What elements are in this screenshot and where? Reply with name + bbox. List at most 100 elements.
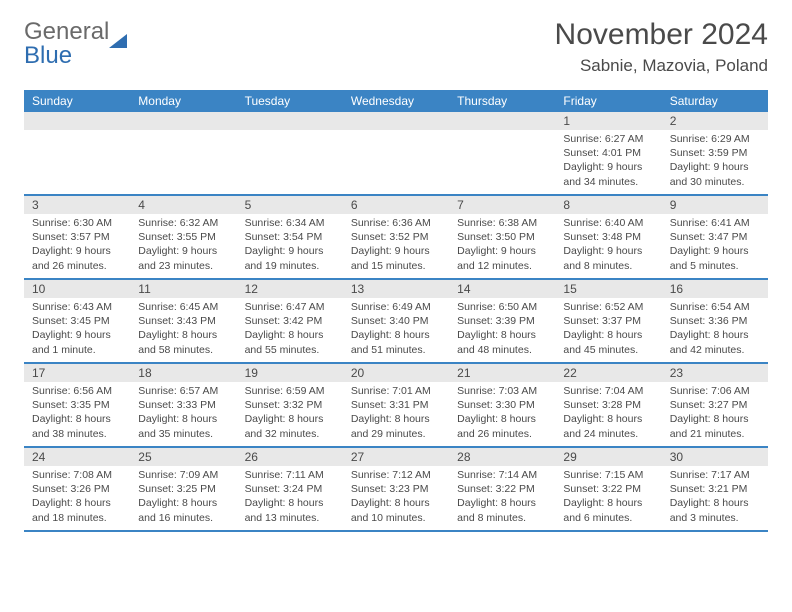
- daylight-line: Daylight: 9 hours and 8 minutes.: [563, 244, 653, 272]
- day-details: Sunrise: 6:41 AMSunset: 3:47 PMDaylight:…: [662, 214, 768, 277]
- sunset-line: Sunset: 3:37 PM: [563, 314, 653, 328]
- sunset-line: Sunset: 3:45 PM: [32, 314, 122, 328]
- brand-word-2: Blue: [24, 42, 109, 70]
- daylight-line: Daylight: 8 hours and 26 minutes.: [457, 412, 547, 440]
- sunrise-line: Sunrise: 7:11 AM: [245, 468, 335, 482]
- calendar-day-cell: 30Sunrise: 7:17 AMSunset: 3:21 PMDayligh…: [662, 448, 768, 530]
- day-details: Sunrise: 7:08 AMSunset: 3:26 PMDaylight:…: [24, 466, 130, 529]
- day-details: Sunrise: 6:43 AMSunset: 3:45 PMDaylight:…: [24, 298, 130, 361]
- day-number: 17: [24, 364, 130, 382]
- calendar-week-row: 3Sunrise: 6:30 AMSunset: 3:57 PMDaylight…: [24, 196, 768, 280]
- sunrise-line: Sunrise: 6:27 AM: [563, 132, 653, 146]
- calendar-day-cell: 10Sunrise: 6:43 AMSunset: 3:45 PMDayligh…: [24, 280, 130, 362]
- day-number: 9: [662, 196, 768, 214]
- sunset-line: Sunset: 3:35 PM: [32, 398, 122, 412]
- sunset-line: Sunset: 3:23 PM: [351, 482, 441, 496]
- day-details: Sunrise: 6:52 AMSunset: 3:37 PMDaylight:…: [555, 298, 661, 361]
- day-details: [24, 130, 130, 190]
- day-details: Sunrise: 6:47 AMSunset: 3:42 PMDaylight:…: [237, 298, 343, 361]
- day-number: 20: [343, 364, 449, 382]
- calendar-week-row: 24Sunrise: 7:08 AMSunset: 3:26 PMDayligh…: [24, 448, 768, 532]
- day-number: 8: [555, 196, 661, 214]
- brand-triangle-icon: [109, 34, 127, 48]
- calendar-day-cell: 8Sunrise: 6:40 AMSunset: 3:48 PMDaylight…: [555, 196, 661, 278]
- calendar-day-cell: 9Sunrise: 6:41 AMSunset: 3:47 PMDaylight…: [662, 196, 768, 278]
- sunrise-line: Sunrise: 6:29 AM: [670, 132, 760, 146]
- calendar-day-cell: 17Sunrise: 6:56 AMSunset: 3:35 PMDayligh…: [24, 364, 130, 446]
- day-details: Sunrise: 7:12 AMSunset: 3:23 PMDaylight:…: [343, 466, 449, 529]
- calendar-day-cell: 18Sunrise: 6:57 AMSunset: 3:33 PMDayligh…: [130, 364, 236, 446]
- weekday-header: Thursday: [449, 90, 555, 112]
- sunrise-line: Sunrise: 7:09 AM: [138, 468, 228, 482]
- day-number: [343, 112, 449, 130]
- sunset-line: Sunset: 3:22 PM: [563, 482, 653, 496]
- calendar-day-cell: 4Sunrise: 6:32 AMSunset: 3:55 PMDaylight…: [130, 196, 236, 278]
- sunrise-line: Sunrise: 6:50 AM: [457, 300, 547, 314]
- day-details: Sunrise: 7:06 AMSunset: 3:27 PMDaylight:…: [662, 382, 768, 445]
- calendar-day-cell: [130, 112, 236, 194]
- sunrise-line: Sunrise: 6:43 AM: [32, 300, 122, 314]
- day-details: Sunrise: 6:34 AMSunset: 3:54 PMDaylight:…: [237, 214, 343, 277]
- sunset-line: Sunset: 3:42 PM: [245, 314, 335, 328]
- day-details: Sunrise: 7:15 AMSunset: 3:22 PMDaylight:…: [555, 466, 661, 529]
- calendar-day-cell: 25Sunrise: 7:09 AMSunset: 3:25 PMDayligh…: [130, 448, 236, 530]
- calendar-day-cell: 22Sunrise: 7:04 AMSunset: 3:28 PMDayligh…: [555, 364, 661, 446]
- day-number: 28: [449, 448, 555, 466]
- day-details: [343, 130, 449, 190]
- sunset-line: Sunset: 3:43 PM: [138, 314, 228, 328]
- sunset-line: Sunset: 3:24 PM: [245, 482, 335, 496]
- sunset-line: Sunset: 3:27 PM: [670, 398, 760, 412]
- sunrise-line: Sunrise: 6:59 AM: [245, 384, 335, 398]
- sunrise-line: Sunrise: 7:04 AM: [563, 384, 653, 398]
- sunset-line: Sunset: 3:26 PM: [32, 482, 122, 496]
- day-number: 3: [24, 196, 130, 214]
- daylight-line: Daylight: 8 hours and 6 minutes.: [563, 496, 653, 524]
- day-number: 25: [130, 448, 236, 466]
- calendar-week-row: 17Sunrise: 6:56 AMSunset: 3:35 PMDayligh…: [24, 364, 768, 448]
- brand-text-block: General Blue: [24, 18, 109, 70]
- day-number: 30: [662, 448, 768, 466]
- day-details: Sunrise: 6:30 AMSunset: 3:57 PMDaylight:…: [24, 214, 130, 277]
- day-details: Sunrise: 7:11 AMSunset: 3:24 PMDaylight:…: [237, 466, 343, 529]
- day-details: Sunrise: 7:03 AMSunset: 3:30 PMDaylight:…: [449, 382, 555, 445]
- calendar-week-row: 1Sunrise: 6:27 AMSunset: 4:01 PMDaylight…: [24, 112, 768, 196]
- calendar-day-cell: 6Sunrise: 6:36 AMSunset: 3:52 PMDaylight…: [343, 196, 449, 278]
- sunset-line: Sunset: 4:01 PM: [563, 146, 653, 160]
- calendar-day-cell: 28Sunrise: 7:14 AMSunset: 3:22 PMDayligh…: [449, 448, 555, 530]
- daylight-line: Daylight: 9 hours and 15 minutes.: [351, 244, 441, 272]
- daylight-line: Daylight: 8 hours and 16 minutes.: [138, 496, 228, 524]
- sunset-line: Sunset: 3:39 PM: [457, 314, 547, 328]
- daylight-line: Daylight: 9 hours and 23 minutes.: [138, 244, 228, 272]
- sunset-line: Sunset: 3:57 PM: [32, 230, 122, 244]
- sunrise-line: Sunrise: 6:40 AM: [563, 216, 653, 230]
- day-details: Sunrise: 7:09 AMSunset: 3:25 PMDaylight:…: [130, 466, 236, 529]
- sunrise-line: Sunrise: 6:54 AM: [670, 300, 760, 314]
- sunset-line: Sunset: 3:50 PM: [457, 230, 547, 244]
- daylight-line: Daylight: 8 hours and 51 minutes.: [351, 328, 441, 356]
- day-number: [237, 112, 343, 130]
- day-number: 18: [130, 364, 236, 382]
- daylight-line: Daylight: 8 hours and 55 minutes.: [245, 328, 335, 356]
- day-number: 5: [237, 196, 343, 214]
- day-details: [237, 130, 343, 190]
- sunset-line: Sunset: 3:22 PM: [457, 482, 547, 496]
- brand-word-1: General: [24, 18, 109, 45]
- calendar-day-cell: 14Sunrise: 6:50 AMSunset: 3:39 PMDayligh…: [449, 280, 555, 362]
- day-details: Sunrise: 6:50 AMSunset: 3:39 PMDaylight:…: [449, 298, 555, 361]
- day-number: 21: [449, 364, 555, 382]
- day-number: 27: [343, 448, 449, 466]
- daylight-line: Daylight: 8 hours and 3 minutes.: [670, 496, 760, 524]
- sunset-line: Sunset: 3:30 PM: [457, 398, 547, 412]
- header: General Blue November 2024 Sabnie, Mazov…: [24, 18, 768, 76]
- sunset-line: Sunset: 3:31 PM: [351, 398, 441, 412]
- daylight-line: Daylight: 8 hours and 35 minutes.: [138, 412, 228, 440]
- day-number: 7: [449, 196, 555, 214]
- daylight-line: Daylight: 8 hours and 29 minutes.: [351, 412, 441, 440]
- day-details: Sunrise: 7:17 AMSunset: 3:21 PMDaylight:…: [662, 466, 768, 529]
- day-number: 26: [237, 448, 343, 466]
- title-block: November 2024 Sabnie, Mazovia, Poland: [555, 18, 768, 76]
- weekday-header: Sunday: [24, 90, 130, 112]
- daylight-line: Daylight: 9 hours and 34 minutes.: [563, 160, 653, 188]
- sunrise-line: Sunrise: 6:52 AM: [563, 300, 653, 314]
- day-details: [449, 130, 555, 190]
